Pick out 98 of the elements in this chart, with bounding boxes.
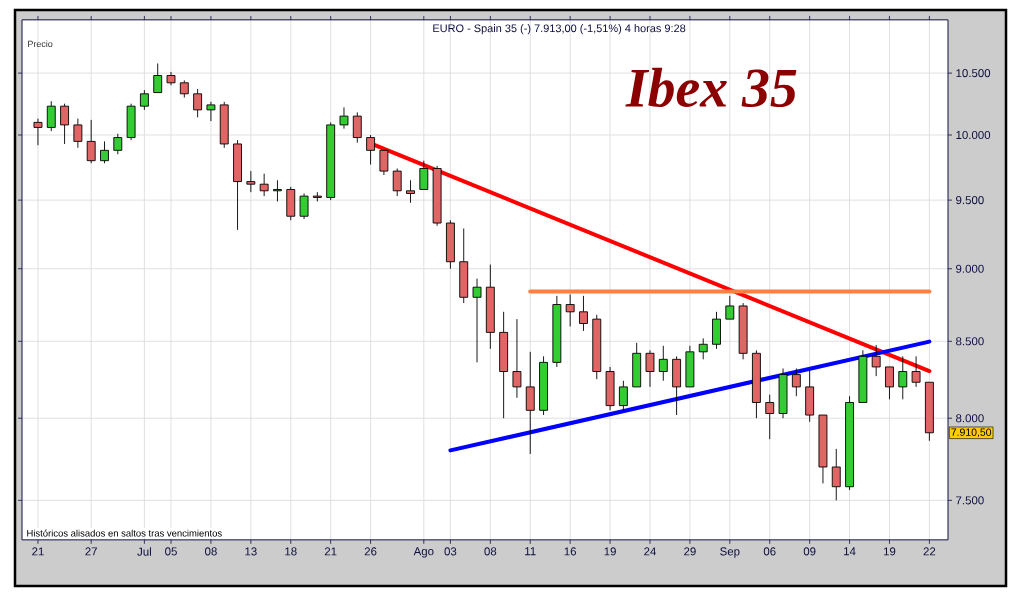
x-tick-label: Ago	[413, 547, 434, 558]
candlestick	[605, 366, 615, 411]
x-tick-label: 29	[684, 547, 696, 556]
candlestick	[858, 349, 868, 403]
x-tick-label: 08	[484, 547, 497, 556]
candlestick	[791, 368, 801, 397]
x-tick-label: 06	[763, 547, 776, 556]
candlestick	[233, 139, 242, 231]
candlestick	[698, 337, 708, 360]
candlestick	[179, 79, 189, 98]
chart-subtitle: EURO - Spain 35 (-) 7.913,00 (-1,51%) 4 horas 9:28	[433, 24, 686, 35]
x-tick-label: 16	[564, 547, 577, 556]
candlestick	[632, 342, 642, 388]
candlestick	[645, 349, 655, 388]
y-tick-label: 8.500	[956, 337, 984, 346]
candlestick	[924, 381, 934, 442]
candlestick	[472, 278, 482, 363]
candlestick	[459, 228, 469, 304]
annotation: Históricos alisados en saltos tras vencimientos	[27, 529, 222, 537]
candlestick	[60, 103, 70, 145]
candlestick	[658, 345, 668, 382]
candlestick	[831, 448, 841, 501]
candlestick	[898, 355, 908, 400]
x-tick-label: 19	[604, 547, 616, 556]
x-tick-label: 27	[85, 547, 97, 556]
x-tick-label: 03	[444, 547, 457, 556]
candlestick	[419, 160, 429, 190]
candlestick	[432, 165, 442, 227]
candlestick	[352, 111, 362, 144]
candlestick	[845, 395, 854, 491]
text: Ibex 35	[625, 67, 797, 108]
candlestick	[126, 103, 136, 141]
candlestick	[406, 179, 415, 204]
candlestick	[366, 134, 376, 165]
x-tick-label: 24	[644, 547, 657, 556]
x-tick-label: Sep	[720, 547, 740, 558]
candlestick	[153, 63, 163, 94]
x-tick-label: 26	[364, 547, 377, 556]
y-tick-label: 8.000	[956, 414, 984, 423]
x-tick-label: 18	[285, 547, 297, 556]
candlestick	[46, 100, 56, 132]
candlestick	[499, 311, 509, 419]
candlestick	[539, 355, 548, 416]
candlestick	[286, 186, 296, 221]
candlestick	[565, 293, 575, 327]
candlestick	[512, 318, 522, 399]
candlestick	[73, 118, 83, 149]
candlestick	[273, 179, 282, 202]
x-tick-label: Jul	[137, 547, 151, 556]
y-tick-label: 9.000	[956, 264, 984, 273]
candlestick	[805, 369, 815, 423]
candlestick	[113, 133, 123, 155]
y-tick-label: 7.500	[956, 496, 984, 505]
candlestick	[751, 349, 761, 419]
candlestick	[552, 295, 562, 368]
candlestick	[738, 302, 748, 360]
x-tick-label: 22	[923, 547, 936, 556]
candlestick	[193, 88, 203, 118]
candlestick	[259, 173, 269, 197]
y-tick-label: 9.500	[956, 196, 984, 205]
x-tick-label: 08	[205, 547, 217, 556]
x-tick-label: 11	[525, 547, 536, 556]
candlestick	[778, 368, 788, 419]
x-tick-label: 19	[883, 547, 896, 556]
x-tick-label: 21	[32, 547, 44, 556]
candlestick	[326, 121, 336, 201]
candlestick	[392, 168, 402, 197]
candlestick	[86, 119, 96, 164]
candlestick	[206, 101, 216, 122]
candlestick	[246, 170, 256, 193]
candlestick	[672, 355, 682, 416]
candlestick	[299, 193, 309, 220]
candlestick	[765, 394, 775, 440]
candlestick	[166, 71, 176, 86]
candlestick	[911, 355, 921, 388]
y-tick-label: 10.000	[956, 130, 991, 140]
candlestick	[885, 366, 894, 400]
candlestick	[139, 89, 149, 111]
candlestick	[525, 351, 535, 455]
y-axis-title: Precio	[28, 40, 53, 48]
text: 7.910,50	[951, 428, 992, 438]
candlestick	[818, 414, 828, 484]
candlestick	[445, 219, 455, 270]
y-tick-label: 10.500	[956, 69, 991, 78]
x-tick-label: 21	[324, 547, 337, 556]
candlestick	[379, 149, 389, 176]
x-tick-label: 14	[844, 547, 856, 556]
x-tick-label: 13	[245, 547, 257, 556]
candlestick	[579, 295, 588, 332]
candlestick	[725, 295, 735, 320]
candlestick	[100, 140, 109, 164]
candlestick	[871, 344, 881, 377]
candlestick	[33, 118, 43, 146]
x-tick-label: 09	[803, 547, 816, 556]
candlestick	[485, 264, 495, 350]
candlestick	[339, 106, 349, 130]
x-tick-label: 05	[165, 547, 177, 556]
candlestick	[685, 345, 695, 388]
